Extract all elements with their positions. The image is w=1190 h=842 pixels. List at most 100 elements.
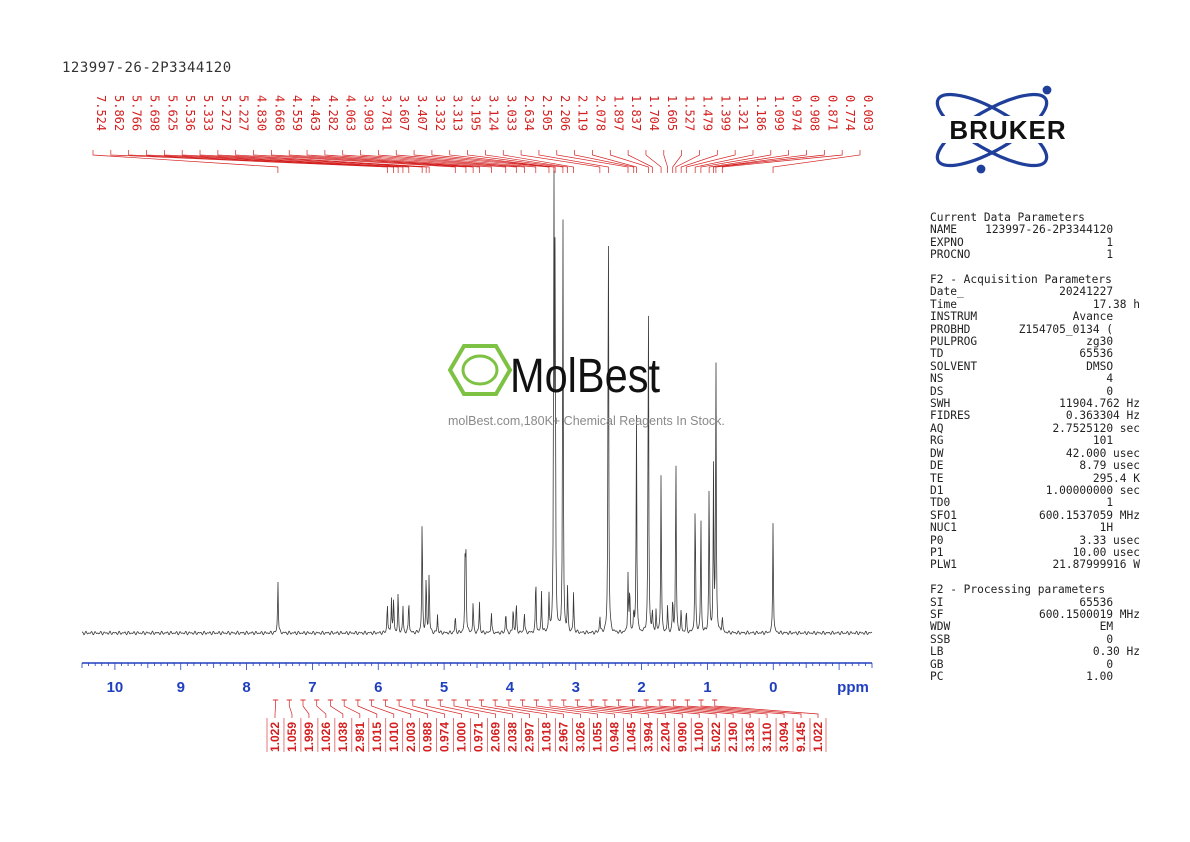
- integral-value: 5.022: [709, 722, 723, 752]
- param-key: PC: [930, 670, 944, 683]
- param-value: 0: [1106, 384, 1140, 398]
- integral-leader: [659, 700, 751, 718]
- param-key: DS: [930, 384, 944, 398]
- param-value: 1: [1106, 235, 1140, 249]
- integral-value: 1.022: [268, 722, 282, 752]
- param-key: SF: [930, 607, 944, 621]
- param-value: 4: [1106, 372, 1140, 386]
- param-value: 1: [1106, 496, 1140, 510]
- integral-value: 3.110: [760, 722, 774, 752]
- param-value: 65536: [1079, 595, 1140, 609]
- molbest-hex-ring: [461, 354, 499, 386]
- peak-label: 1.527: [683, 95, 697, 131]
- param-row: NAME 123997-26-2P3344120: [930, 223, 1140, 237]
- param-row: LB 0.30 Hz: [930, 645, 1140, 659]
- param-row: SOLVENT DMSO: [930, 359, 1140, 373]
- peak-leader: [672, 150, 682, 173]
- peak-leader: [413, 150, 550, 173]
- peak-label: 1.479: [700, 95, 714, 131]
- integral-leader: [274, 700, 276, 718]
- param-value: 1: [1106, 248, 1140, 262]
- peak-label: 5.272: [219, 95, 233, 131]
- integral-value: 3.136: [743, 722, 757, 752]
- logo-text-backdrop: [923, 116, 1093, 143]
- param-value: Z154705_0134 (: [1018, 322, 1140, 336]
- peak-label-group: 7.524 5.862 5.766 5.698 5.625 5.536 5.333 5.272…: [94, 95, 875, 131]
- peak-leader: [592, 150, 637, 173]
- param-key: P1: [930, 545, 944, 559]
- integral-value: 1.055: [590, 722, 604, 752]
- peak-leader: [378, 150, 525, 173]
- param-value: 42.000 usec: [1065, 446, 1140, 460]
- param-row: PULPROG zg30: [930, 335, 1140, 349]
- peak-label: 2.505: [540, 95, 554, 131]
- integral-leader: [522, 700, 581, 718]
- param-key: PLW1: [930, 558, 957, 572]
- ppm-axis: 10 9 8 7 6 5 4 3 2 1 0 ppm: [81, 662, 873, 696]
- peak-label: 0.871: [825, 95, 839, 131]
- integral-leader: [714, 700, 819, 718]
- peak-label: 3.903: [362, 95, 376, 131]
- param-value: 8.79 usec: [1079, 459, 1140, 473]
- peak-leader: [772, 150, 861, 173]
- integral-leader: [330, 700, 344, 718]
- integral-value: 2.003: [404, 722, 418, 752]
- peak-leader: [680, 150, 718, 173]
- peak-label: 1.399: [718, 95, 732, 131]
- peak-leader: [467, 150, 564, 173]
- integral-value: 3.994: [641, 722, 655, 752]
- peak-leader: [217, 150, 427, 173]
- param-row: SSB 0: [930, 633, 1140, 646]
- peak-label: 3.124: [486, 95, 500, 131]
- param-section-header: Current Data Parameters: [930, 211, 1085, 224]
- molbest-hex-icon: [448, 344, 513, 396]
- integral-value: 2.967: [556, 722, 570, 752]
- axis-tick-label: 0: [769, 679, 777, 696]
- param-key: RG: [930, 434, 944, 448]
- integral-value: 0.971: [472, 722, 486, 752]
- molbest-name: MolBest: [510, 350, 660, 403]
- peak-leader: [713, 150, 807, 173]
- spectrum-trace: [81, 170, 873, 636]
- param-value: 3.33 usec: [1079, 533, 1140, 547]
- integral-value: 0.988: [421, 722, 435, 752]
- param-key: SI: [930, 595, 944, 609]
- integral-leader: [563, 700, 632, 718]
- peak-label: 5.536: [183, 95, 197, 131]
- param-key: WDW: [930, 620, 951, 634]
- peak-label: 5.698: [148, 95, 162, 131]
- param-key: PULPROG: [930, 335, 978, 349]
- param-value: 17.38 h: [1092, 297, 1140, 311]
- param-key: DW: [930, 446, 944, 460]
- param-key: SWH: [930, 397, 951, 411]
- peak-leader: [449, 150, 556, 173]
- integral-value: 0.974: [438, 722, 452, 752]
- integral-leader: [316, 700, 327, 718]
- param-value: 123997-26-2P3344120: [985, 223, 1140, 237]
- integral-leader: [453, 700, 496, 718]
- param-key: INSTRUM: [930, 310, 978, 324]
- param-row: D1 1.00000000 sec: [930, 484, 1140, 497]
- integral-leader: [632, 700, 717, 718]
- peak-label: 1.897: [611, 95, 625, 131]
- integral-value: 2.038: [506, 722, 520, 752]
- param-row: P0 3.33 usec: [930, 533, 1140, 547]
- integral-value: 9.145: [794, 722, 808, 752]
- peak-leader: [235, 150, 430, 173]
- param-key: SOLVENT: [930, 359, 978, 373]
- integral-value: 2.069: [489, 722, 503, 752]
- peak-label: 3.607: [397, 95, 411, 131]
- integral-leader: [385, 700, 412, 718]
- peak-leader: [253, 150, 456, 173]
- logo-electron-top: [1042, 85, 1052, 95]
- bruker-logo: BRUKER: [923, 85, 1093, 174]
- param-value: 600.1500019 MHz: [1038, 607, 1140, 621]
- peak-leader: [110, 150, 388, 173]
- axis-tick-label: 8: [242, 679, 250, 696]
- peak-leader: [271, 150, 467, 173]
- param-key: LB: [930, 645, 944, 659]
- peak-label: 2.078: [593, 95, 607, 131]
- peak-label: 4.463: [308, 95, 322, 131]
- peak-leader: [431, 150, 555, 173]
- param-row: TD 65536: [930, 348, 1140, 361]
